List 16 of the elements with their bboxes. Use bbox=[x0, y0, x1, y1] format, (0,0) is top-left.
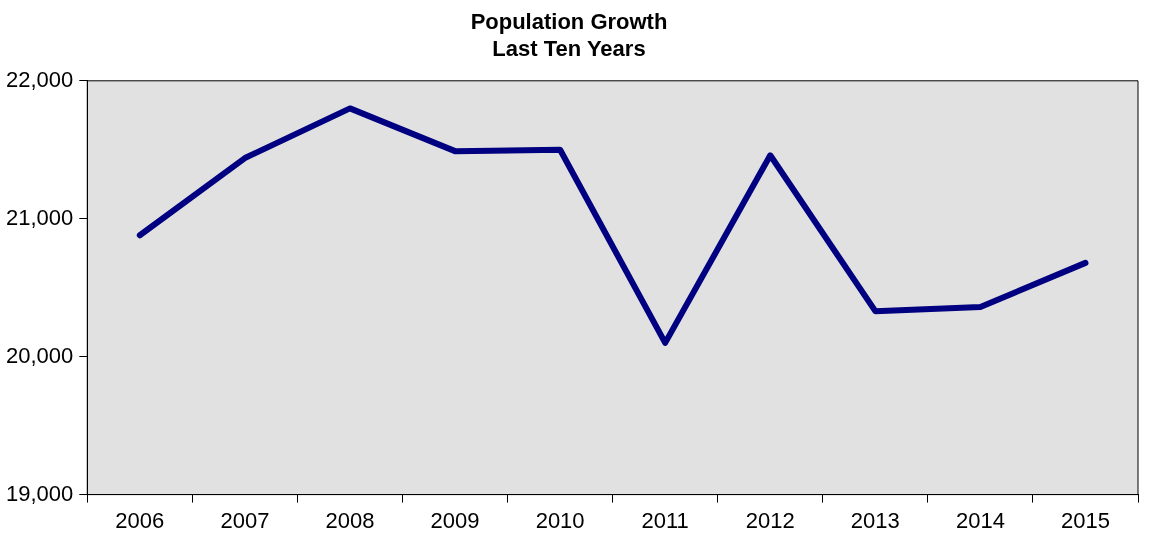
x-tick-label: 2010 bbox=[535, 507, 585, 533]
x-tick-label: 2012 bbox=[745, 507, 795, 533]
y-tick-label: 20,000 bbox=[5, 342, 74, 368]
chart-subtitle: Last Ten Years bbox=[492, 35, 646, 61]
chart-title: Population Growth bbox=[470, 9, 668, 35]
x-tick-label: 2008 bbox=[325, 507, 375, 533]
x-tick-label: 2015 bbox=[1060, 507, 1110, 533]
x-tick-label: 2006 bbox=[115, 507, 165, 533]
x-tick-label: 2011 bbox=[641, 507, 689, 533]
y-tick-label: 21,000 bbox=[5, 204, 74, 230]
x-tick-label: 2014 bbox=[955, 507, 1005, 533]
x-tick-label: 2013 bbox=[850, 507, 900, 533]
y-tick-label: 19,000 bbox=[5, 480, 74, 506]
x-tick-label: 2009 bbox=[430, 507, 480, 533]
y-tick-label: 22,000 bbox=[5, 66, 74, 92]
x-tick-label: 2007 bbox=[220, 507, 270, 533]
